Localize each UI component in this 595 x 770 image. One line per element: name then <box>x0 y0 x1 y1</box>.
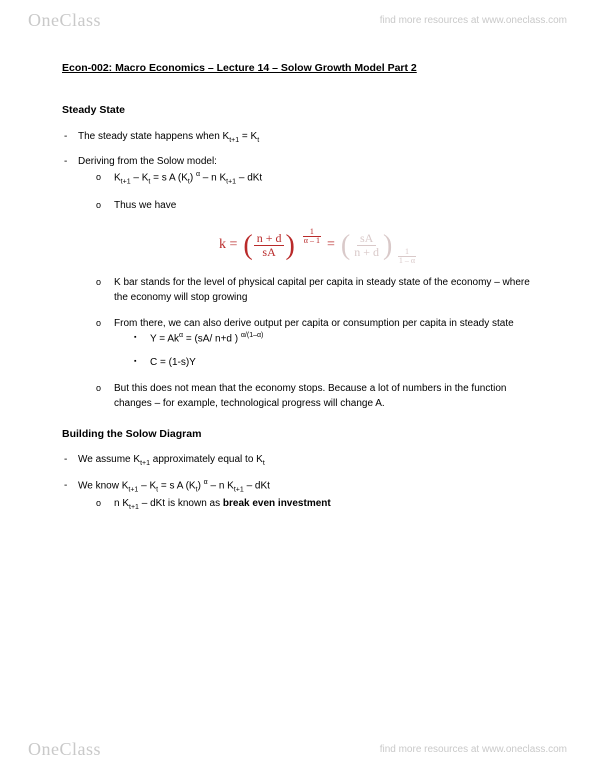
o-item-5: But this does not mean that the economy … <box>114 381 533 412</box>
f-keq: k = <box>219 234 237 256</box>
bullet-diag-1: We assume Kt+1 approximately equal to Kt <box>78 452 533 470</box>
o-item-4: From there, we can also derive output pe… <box>114 316 533 371</box>
o-item-3: K bar stands for the level of physical c… <box>114 275 533 306</box>
watermark-bottom: OneClass find more resources at www.onec… <box>0 729 595 770</box>
o-item-4-text: From there, we can also derive output pe… <box>114 318 514 329</box>
list-dash-2: We assume Kt+1 approximately equal to Kt… <box>62 452 533 514</box>
f-exp2-den: 1 – α <box>398 257 416 265</box>
f-exp1: 1 α – 1 <box>303 228 321 245</box>
doc-title: Econ-002: Macro Economics – Lecture 14 –… <box>62 60 533 76</box>
logo-top: OneClass <box>28 10 101 31</box>
f-den2: n + d <box>351 246 382 259</box>
o-item-2-text: Thus we have <box>114 200 176 211</box>
list-o-3: n Kt+1 – dKt is known as break even inve… <box>78 496 533 514</box>
logo-bottom: OneClass <box>28 739 101 760</box>
logo-reg: Class <box>60 10 102 30</box>
f-num1: n + d <box>254 232 285 246</box>
f-exp2: 1 1 – α <box>398 248 416 265</box>
o-item-1: Kt+1 – Kt = s A (Kt) α – n Kt+1 – dKt <box>114 170 533 188</box>
f-exp1-den: α – 1 <box>303 237 321 245</box>
logo-thin: One <box>28 10 60 30</box>
list-o-2: K bar stands for the level of physical c… <box>62 275 533 412</box>
f-frac1: n + d sA <box>254 232 285 259</box>
bullet-steady-2-text: Deriving from the Solow model: <box>78 156 217 167</box>
heading-steady-state: Steady State <box>62 102 533 118</box>
formula-kbar: k = n + d sA 1 α – 1 = sA n + d 1 1 – α <box>102 224 533 267</box>
o-item-breakeven: n Kt+1 – dKt is known as break even inve… <box>114 496 533 514</box>
heading-solow-diagram: Building the Solow Diagram <box>62 426 533 442</box>
logo-reg-b: Class <box>60 739 102 759</box>
f-paren1: n + d sA <box>243 224 294 267</box>
f-den1: sA <box>259 246 278 259</box>
sq-item-1: Y = Akα = (sA/ n+d ) α/(1–α) <box>150 331 533 347</box>
logo-thin-b: One <box>28 739 60 759</box>
o-item-2: Thus we have <box>114 198 533 214</box>
list-o-1: Kt+1 – Kt = s A (Kt) α – n Kt+1 – dKt Th… <box>78 170 533 214</box>
f-num2: sA <box>357 232 376 246</box>
watermark-top: OneClass find more resources at www.onec… <box>0 0 595 41</box>
bold-breakeven: break even investment <box>223 498 331 509</box>
list-dash-cont: K bar stands for the level of physical c… <box>62 275 533 412</box>
wm-link-bottom: find more resources at www.oneclass.com <box>380 744 567 755</box>
f-grey: sA n + d 1 1 – α <box>341 224 416 267</box>
f-paren2: sA n + d <box>341 224 392 267</box>
sq-item-2: C = (1-s)Y <box>150 355 533 371</box>
f-frac2: sA n + d <box>351 232 382 259</box>
list-dash-1: The steady state happens when Kt+1 = Kt … <box>62 129 533 214</box>
cont-wrapper: K bar stands for the level of physical c… <box>78 275 533 412</box>
wm-link-top: find more resources at www.oneclass.com <box>380 15 567 26</box>
bullet-steady-2: Deriving from the Solow model: Kt+1 – Kt… <box>78 154 533 213</box>
page-content: Econ-002: Macro Economics – Lecture 14 –… <box>62 60 533 524</box>
f-eq: = <box>327 234 335 256</box>
bullet-diag-2: We know Kt+1 – Kt = s A (Kt) α – n Kt+1 … <box>78 478 533 514</box>
list-sq-1: Y = Akα = (sA/ n+d ) α/(1–α) C = (1-s)Y <box>114 331 533 370</box>
bullet-steady-1: The steady state happens when Kt+1 = Kt <box>78 129 533 147</box>
